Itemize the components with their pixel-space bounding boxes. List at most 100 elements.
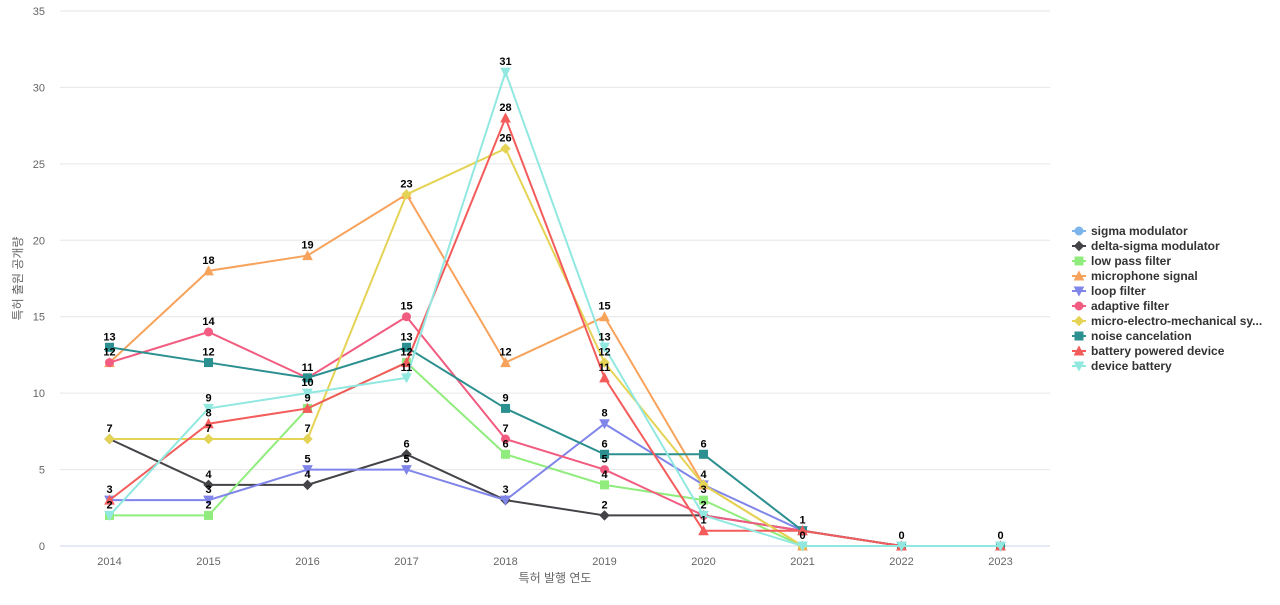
- data-label: 8: [205, 408, 211, 420]
- data-point[interactable]: [500, 143, 511, 154]
- series-line: [108, 69, 1001, 547]
- legend-item[interactable]: loop filter: [1072, 284, 1146, 298]
- legend-marker[interactable]: [1074, 301, 1084, 311]
- data-point[interactable]: [698, 510, 709, 521]
- data-label: 8: [601, 408, 607, 420]
- data-point[interactable]: [600, 449, 609, 459]
- data-label: 4: [700, 469, 707, 481]
- y-tick-label: 15: [33, 312, 45, 324]
- data-point[interactable]: [302, 465, 313, 476]
- data-point[interactable]: [698, 479, 709, 491]
- data-point[interactable]: [302, 433, 313, 445]
- legend-marker[interactable]: [1073, 240, 1085, 252]
- data-point[interactable]: [501, 403, 510, 413]
- y-tick-label: 0: [39, 541, 45, 553]
- data-point[interactable]: [500, 67, 511, 78]
- data-point[interactable]: [204, 358, 213, 368]
- data-point[interactable]: [401, 189, 412, 200]
- x-tick-label: 2020: [691, 556, 715, 568]
- data-label: 12: [202, 347, 214, 359]
- data-point[interactable]: [501, 434, 510, 444]
- data-point[interactable]: [204, 510, 213, 520]
- data-label: 6: [700, 438, 706, 450]
- data-label: 23: [400, 178, 412, 190]
- data-point[interactable]: [896, 541, 907, 552]
- legend-marker[interactable]: [1073, 286, 1085, 297]
- legend-marker[interactable]: [1073, 270, 1085, 281]
- data-label: 0: [898, 530, 904, 542]
- data-point[interactable]: [302, 388, 313, 399]
- data-point[interactable]: [500, 112, 511, 123]
- data-point[interactable]: [204, 327, 213, 337]
- data-point[interactable]: [401, 373, 412, 384]
- data-point[interactable]: [699, 449, 708, 459]
- data-point[interactable]: [500, 495, 511, 506]
- data-point[interactable]: [203, 479, 214, 491]
- data-point[interactable]: [402, 312, 411, 322]
- data-point[interactable]: [797, 541, 808, 552]
- data-point[interactable]: [698, 525, 709, 536]
- legend-item[interactable]: micro-electro-mechanical sy...: [1072, 314, 1262, 328]
- data-point[interactable]: [500, 357, 511, 368]
- data-point[interactable]: [104, 510, 115, 521]
- data-label: 31: [499, 56, 511, 68]
- data-point[interactable]: [203, 418, 214, 429]
- data-point[interactable]: [203, 433, 214, 445]
- legend-marker[interactable]: [1073, 345, 1085, 356]
- data-point[interactable]: [995, 541, 1006, 552]
- legend-item[interactable]: microphone signal: [1072, 269, 1198, 283]
- data-point[interactable]: [203, 265, 214, 276]
- data-label: 19: [301, 240, 313, 252]
- data-label: 7: [304, 423, 310, 435]
- legend-marker[interactable]: [1073, 361, 1085, 372]
- data-point[interactable]: [699, 495, 708, 505]
- series-1: [104, 433, 1006, 552]
- data-point[interactable]: [203, 495, 214, 506]
- data-point[interactable]: [402, 342, 411, 352]
- data-point[interactable]: [600, 465, 609, 475]
- data-point[interactable]: [501, 449, 510, 459]
- data-label: 5: [601, 454, 607, 466]
- legend-item[interactable]: noise cancelation: [1072, 329, 1192, 343]
- data-point[interactable]: [105, 358, 114, 368]
- data-point[interactable]: [302, 479, 313, 491]
- x-tick-label: 2022: [889, 556, 913, 568]
- data-label: 7: [205, 423, 211, 435]
- series-line: [108, 115, 1001, 547]
- legend-marker[interactable]: [1074, 226, 1084, 236]
- data-label: 1: [799, 515, 805, 527]
- legend-marker[interactable]: [1073, 315, 1085, 327]
- data-point[interactable]: [797, 525, 808, 536]
- data-point[interactable]: [599, 419, 610, 430]
- legend-item[interactable]: battery powered device: [1072, 344, 1225, 358]
- data-point[interactable]: [599, 357, 610, 368]
- data-point[interactable]: [203, 403, 214, 414]
- legend-label: battery powered device: [1091, 344, 1225, 358]
- y-tick-label: 30: [33, 82, 45, 94]
- data-point[interactable]: [599, 510, 610, 521]
- legend-item[interactable]: delta-sigma modulator: [1072, 239, 1220, 253]
- data-point[interactable]: [599, 311, 610, 322]
- legend-marker[interactable]: [1074, 331, 1084, 341]
- data-point[interactable]: [600, 480, 609, 490]
- data-point[interactable]: [303, 373, 312, 383]
- data-point[interactable]: [599, 342, 610, 353]
- legend-item[interactable]: adaptive filter: [1072, 299, 1169, 313]
- legend-item[interactable]: low pass filter: [1072, 254, 1171, 268]
- legend-marker[interactable]: [1074, 256, 1084, 266]
- data-point[interactable]: [401, 465, 412, 476]
- data-point[interactable]: [401, 357, 412, 368]
- data-point[interactable]: [302, 250, 313, 261]
- data-point[interactable]: [302, 402, 313, 413]
- data-point[interactable]: [599, 372, 610, 383]
- data-point[interactable]: [104, 494, 115, 505]
- grid: [60, 10, 1050, 547]
- legend-item[interactable]: sigma modulator: [1072, 224, 1188, 238]
- data-point[interactable]: [104, 433, 115, 445]
- data-label: 9: [304, 392, 310, 404]
- data-point[interactable]: [105, 342, 114, 352]
- data-point[interactable]: [401, 449, 412, 460]
- legend-item[interactable]: device battery: [1072, 359, 1172, 373]
- data-label: 6: [502, 438, 508, 450]
